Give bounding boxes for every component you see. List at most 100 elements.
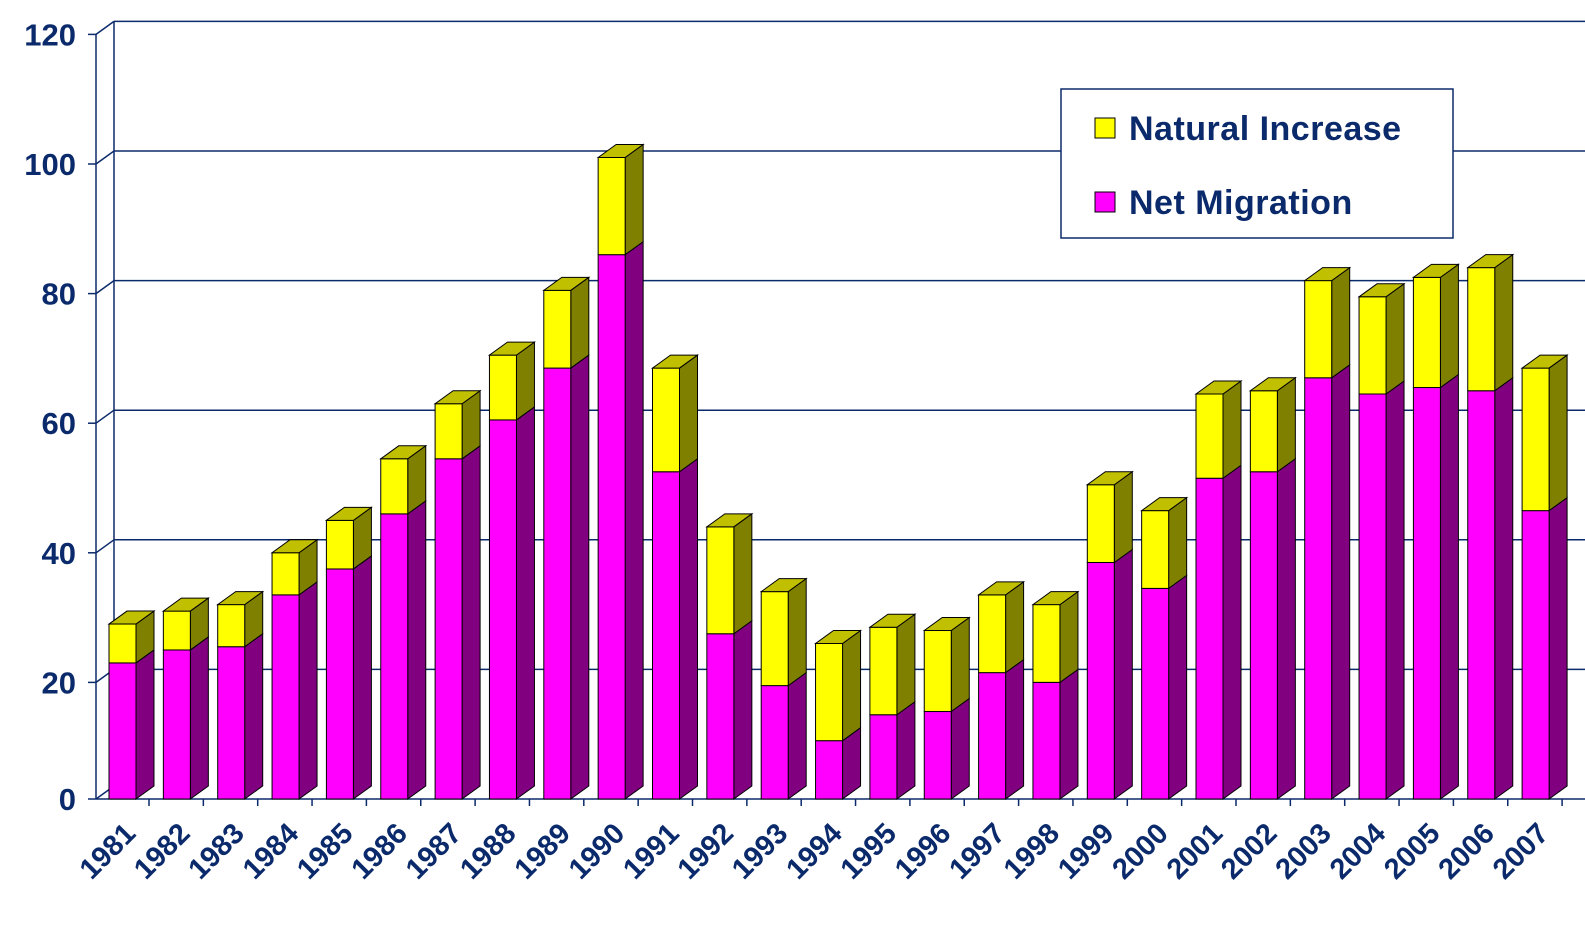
bar-top-face [1303,267,1352,282]
bar-natural-increase-side [1439,263,1459,389]
bar-top-face [977,581,1026,596]
bar-net-migration-side [896,700,916,800]
bar-net-migration-side [624,240,644,800]
bar-net-migration-side [1331,363,1351,800]
bar-net-migration-front [923,711,952,800]
y-tick-label: 0 [59,782,76,817]
bar-natural-increase-front [1467,267,1496,392]
bar-net-migration-front [1521,510,1550,800]
bar-net-migration-side [733,619,753,800]
bar-top-face [922,617,971,632]
x-tick-label: 1989 [509,817,577,885]
bar-net-migration-side [570,354,590,800]
y-tick-label: 40 [42,536,76,571]
bar-net-migration-side [1059,668,1079,800]
x-tick-label: 1983 [183,817,251,885]
bar-natural-increase-side [624,143,644,256]
bar-net-migration-front [434,458,463,800]
bar-net-migration-front [1358,393,1387,800]
gridline-diagonal [95,279,115,295]
x-tick-label: 1993 [726,817,794,885]
bar-net-migration-side [1385,380,1405,800]
x-tick-label: 1994 [780,817,848,885]
x-axis-tick-labels: 1981198219831984198519861987198819891990… [74,817,1555,885]
bar-net-migration-front [1304,377,1333,800]
bar-net-migration-side [189,635,209,800]
bar-natural-increase-front [271,552,300,596]
bar-top-face [705,513,754,528]
y-tick-label: 80 [42,277,76,312]
bar-top-face [1085,471,1134,486]
bar-top-face [868,613,917,628]
bar-net-migration-front [488,419,517,800]
bar-top-face [1357,283,1406,298]
y-tick-label: 60 [42,406,76,441]
bar-natural-increase-side [570,276,590,370]
bar-net-migration-front [271,594,300,800]
gridline-diagonal [95,409,115,424]
bar-natural-increase-front [108,623,137,664]
bar-natural-increase-side [515,341,535,421]
gridline-diagonal [95,150,115,165]
x-tick-label: 2006 [1433,817,1501,885]
bar-top-face [270,539,319,554]
bar-net-migration-front [815,740,844,800]
x-tick-label: 1988 [454,817,522,885]
bar-net-migration-side [352,554,372,800]
bar-natural-increase-front [1521,367,1550,512]
bar-net-migration-front [1195,477,1224,800]
bar-net-migration-front [217,646,246,800]
bar-natural-increase-front [597,156,626,256]
x-tick-label: 1990 [563,817,631,885]
bar-natural-increase-side [950,616,970,713]
bar-natural-increase-side [1548,354,1568,512]
bar-natural-increase-side [896,613,916,716]
bar-net-migration-side [1113,548,1133,800]
bar-natural-increase-front [815,642,844,742]
bar-natural-increase-front [488,354,517,421]
legend-label-net-migration: Net Migration [1129,184,1353,222]
bar-natural-increase-front [162,610,191,651]
x-tick-label: 2002 [1215,817,1283,885]
x-tick-label: 1997 [943,817,1011,885]
bar-net-migration-front [597,254,626,800]
gridline-diagonal [95,20,115,36]
bar-natural-increase-side [1168,496,1188,590]
bar-natural-increase-side [679,354,698,473]
bar-top-face [650,354,700,369]
legend-swatch-net-migration [1094,191,1116,213]
bar-natural-increase-side [1276,376,1296,473]
bar-net-migration-side [298,580,318,800]
bar-net-migration-side [515,405,535,800]
bar-net-migration-front [1032,681,1061,800]
bar-natural-increase-front [652,367,680,473]
bar-net-migration-front [1412,387,1441,800]
x-tick-label: 1986 [346,817,414,885]
bar-natural-increase-side [1113,470,1133,564]
bar-net-migration-front [1141,587,1170,800]
bar-natural-increase-front [760,591,789,687]
bar-top-face [1248,377,1297,392]
bar-natural-increase-side [1385,282,1405,395]
x-tick-label: 1992 [672,817,740,885]
bar-top-face [487,341,536,356]
x-tick-label: 1995 [835,817,903,885]
bar-net-migration-front [543,367,572,800]
bar-natural-increase-side [1331,266,1351,379]
bar-top-face [161,597,210,612]
bar-net-migration-front [1249,471,1278,800]
bar-natural-increase-front [217,604,246,648]
bar-net-migration-front [108,662,137,800]
bar-natural-increase-side [1222,380,1242,480]
bar-net-migration-side [1222,464,1242,800]
bar-natural-increase-front [543,289,572,369]
legend-label-natural-increase: Natural Increase [1129,110,1402,148]
x-tick-label: 1981 [74,817,142,885]
bar-natural-increase-front [325,519,354,570]
bar-net-migration-side [1005,658,1025,800]
bar-net-migration-front [380,513,409,800]
bar-top-face [433,390,482,405]
bar-natural-increase-front [1086,484,1115,563]
bar-net-migration-front [869,714,898,800]
